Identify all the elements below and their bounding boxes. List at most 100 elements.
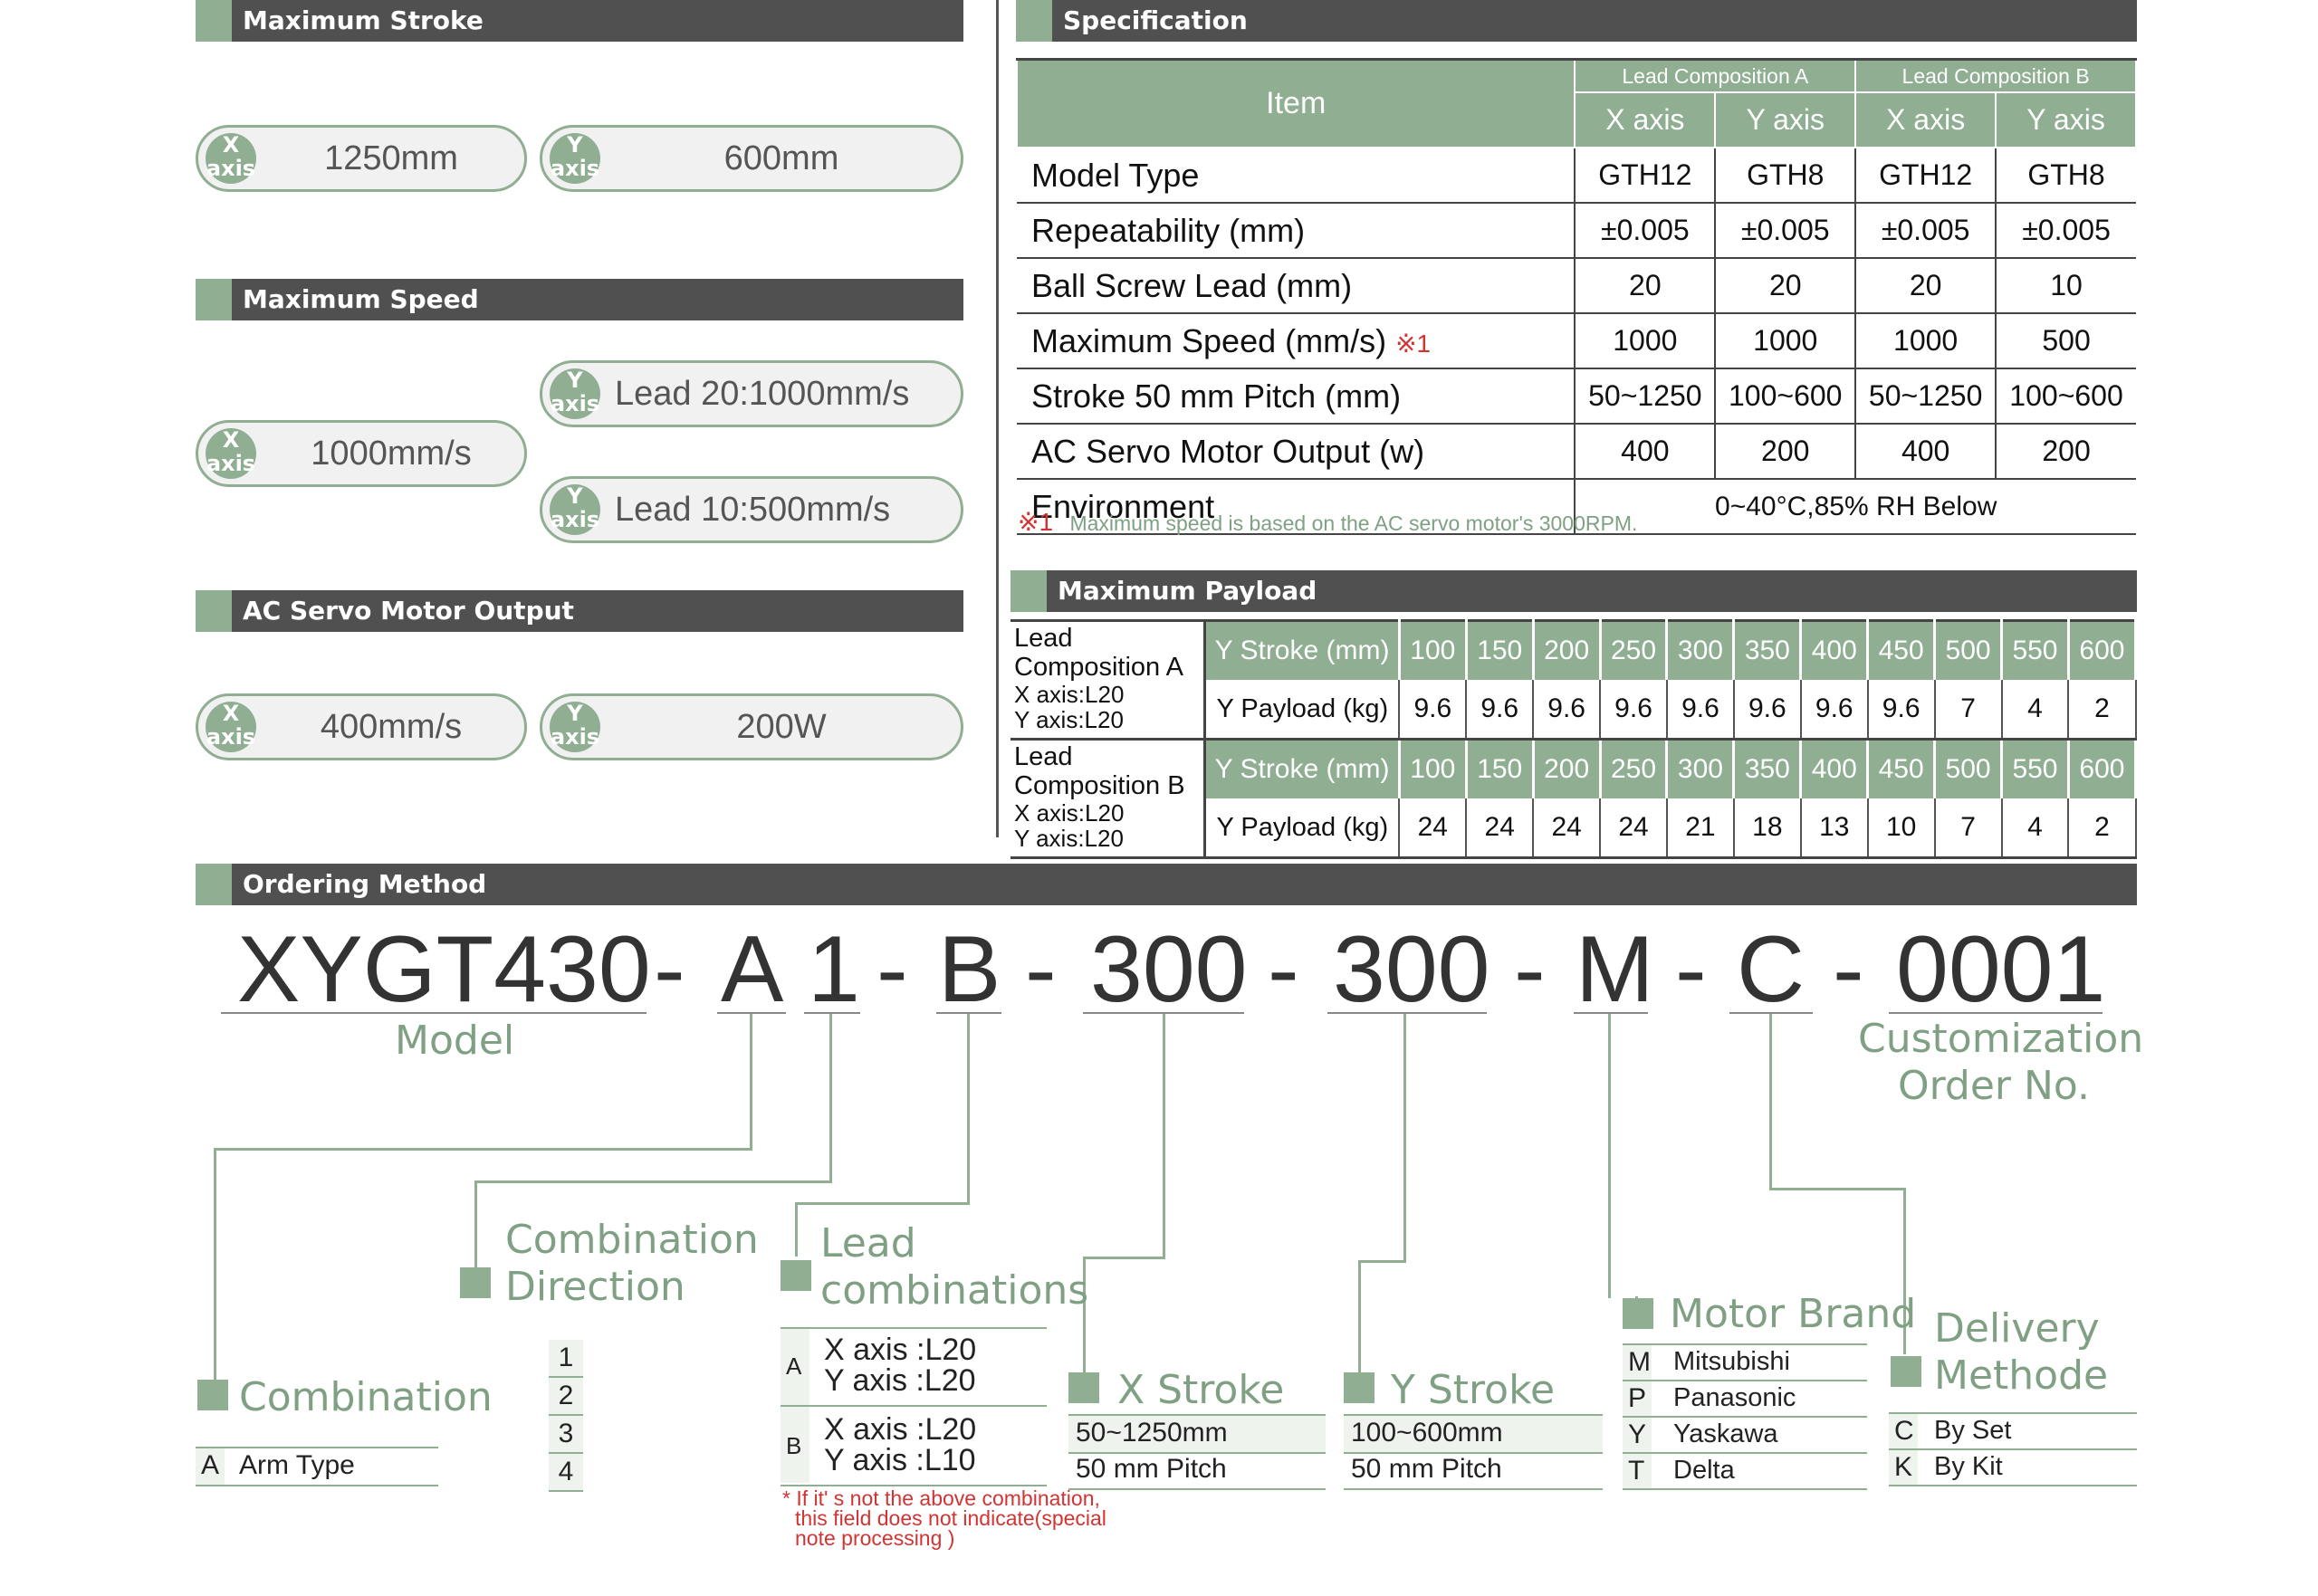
direction-opt: 2: [549, 1378, 583, 1416]
motor-opt-code: Y: [1628, 1419, 1647, 1449]
code-underline: [1889, 1012, 2102, 1014]
delivery-opt-text: By Kit: [1934, 1452, 2003, 1481]
payload-value-cell: 24: [1466, 798, 1535, 859]
direction-options: 1 2 3 4: [549, 1340, 583, 1492]
ystroke-marker: [1344, 1372, 1375, 1403]
spec-axis-header: X axis: [1854, 91, 1997, 148]
delivery-label: Delivery Methode: [1934, 1305, 2109, 1399]
payload-stroke-cell: 400: [1800, 620, 1870, 680]
payload-value-cell: 9.6: [1533, 680, 1602, 741]
payload-value-label: Y Payload (kg): [1204, 680, 1401, 741]
section-header-max-stroke: Maximum Stroke: [196, 0, 963, 42]
spec-cell: ±0.005: [1714, 203, 1856, 259]
delivery-opt-code: C: [1894, 1416, 1914, 1446]
direction-opt: 1: [549, 1340, 583, 1378]
order-dash: -: [1514, 917, 1546, 1022]
code-underline: [1574, 1012, 1648, 1014]
spec-row-label: Model Type: [1017, 148, 1576, 204]
payload-value-row: Y Payload (kg) 9.6 9.6 9.6 9.6 9.6 9.6 9.6 9.6 7 4…: [1011, 680, 2137, 741]
spec-cell: 100~600: [1995, 368, 2136, 425]
spec-group-a: Lead Composition A: [1574, 58, 1857, 93]
spec-row: Maximum Speed (mm/s) ※1 1000 1000 1000 500: [1017, 313, 2136, 369]
spec-cell: 1000: [1714, 313, 1856, 369]
spec-cell: 20: [1574, 258, 1716, 314]
spec-group-b: Lead Composition B: [1854, 58, 2137, 93]
section-title: Ordering Method: [243, 869, 487, 899]
payload-value-cell: 2: [2068, 680, 2137, 741]
motor-opt-text: Mitsubishi: [1673, 1347, 1790, 1376]
payload-stroke-cell: 500: [1934, 739, 2004, 798]
spec-cell: GTH8: [1995, 148, 2136, 204]
order-dash: -: [1675, 917, 1707, 1022]
spec-row-label: Stroke 50 mm Pitch (mm): [1017, 368, 1576, 425]
spec-row: Stroke 50 mm Pitch (mm) 50~1250 100~600 50~…: [1017, 368, 2136, 425]
direction-opt: 4: [549, 1454, 583, 1492]
spec-cell: 200: [1714, 424, 1856, 480]
payload-value-cell: 9.6: [1466, 680, 1535, 741]
payload-value-cell: 7: [1934, 680, 2003, 741]
code-underline: [221, 1012, 647, 1014]
spec-cell: 200: [1995, 424, 2136, 480]
order-dash: -: [654, 917, 685, 1022]
column-divider: [996, 0, 999, 837]
lead-opt-text: X axis :L20 Y axis :L20: [824, 1333, 977, 1398]
motor-label: Motor Brand: [1670, 1291, 1917, 1337]
motor-marker: [1623, 1298, 1653, 1329]
code-underline: [1083, 1012, 1244, 1014]
payload-stroke-cell: 500: [1934, 620, 2004, 680]
payload-value-cell: 24: [1533, 798, 1602, 859]
section-header-max-payload: Maximum Payload: [1011, 570, 2137, 612]
spec-cell: 500: [1995, 313, 2136, 369]
spec-row-label: AC Servo Motor Output (w): [1017, 424, 1576, 480]
spec-footnote: ※1 Maximum speed is based on the AC serv…: [1018, 507, 1637, 537]
order-code-lead: B: [938, 917, 1001, 1022]
spec-axis-header: Y axis: [1714, 91, 1857, 148]
spec-cell: 50~1250: [1854, 368, 1997, 425]
payload-stroke-cell: 550: [2001, 620, 2070, 680]
section-header-ac-servo: AC Servo Motor Output: [196, 590, 963, 632]
payload-value-cell: 24: [1399, 798, 1468, 859]
spec-cell: ±0.005: [1574, 203, 1716, 259]
spec-row-label: Repeatability (mm): [1017, 203, 1576, 259]
customization-label: Customization Order No.: [1858, 1016, 2144, 1109]
motor-options: M Mitsubishi P Panasonic Y Yaskawa T Del…: [1623, 1343, 1867, 1490]
code-underline: [936, 1012, 1001, 1014]
section-header-ordering: Ordering Method: [196, 864, 2137, 905]
payload-stroke-cell: 100: [1399, 620, 1468, 680]
payload-stroke-cell: 600: [2068, 739, 2138, 798]
section-header-specification: Specification: [1016, 0, 2137, 42]
spec-cell: GTH8: [1714, 148, 1856, 204]
payload-value-cell: 9.6: [1666, 680, 1735, 741]
payload-stroke-cell: 250: [1600, 739, 1669, 798]
lead-opt-code: B: [786, 1432, 802, 1459]
payload-stroke-cell: 600: [2068, 620, 2138, 680]
section-title: Maximum Stroke: [243, 5, 484, 35]
payload-value-cell: 2: [2068, 798, 2137, 859]
payload-stroke-cell: 550: [2001, 739, 2070, 798]
payload-stroke-cell: 300: [1666, 620, 1736, 680]
x-motor-value: 400mm/s: [320, 708, 463, 746]
payload-value-cell: 13: [1800, 798, 1869, 859]
payload-stroke-cell: 350: [1733, 620, 1803, 680]
payload-value-cell: 9.6: [1600, 680, 1668, 741]
spec-cell: GTH12: [1854, 148, 1997, 204]
payload-value-cell: 24: [1600, 798, 1668, 859]
ystroke-range: 100~600mm: [1351, 1418, 1503, 1448]
payload-stroke-cell: 200: [1533, 739, 1602, 798]
xstroke-pitch: 50 mm Pitch: [1076, 1454, 1227, 1484]
payload-stroke-cell: 300: [1666, 739, 1736, 798]
delivery-opt-text: By Set: [1934, 1416, 2012, 1445]
order-code-delivery: C: [1737, 917, 1806, 1022]
y-speed-lead20-value: Lead 20:1000mm/s: [615, 375, 910, 413]
order-dash: -: [1025, 917, 1057, 1022]
combination-marker: [197, 1380, 228, 1410]
motor-opt-code: M: [1628, 1347, 1651, 1377]
order-code-customization: 0001: [1896, 917, 2106, 1022]
ystroke-pitch: 50 mm Pitch: [1351, 1454, 1502, 1484]
delivery-marker: [1891, 1356, 1921, 1387]
